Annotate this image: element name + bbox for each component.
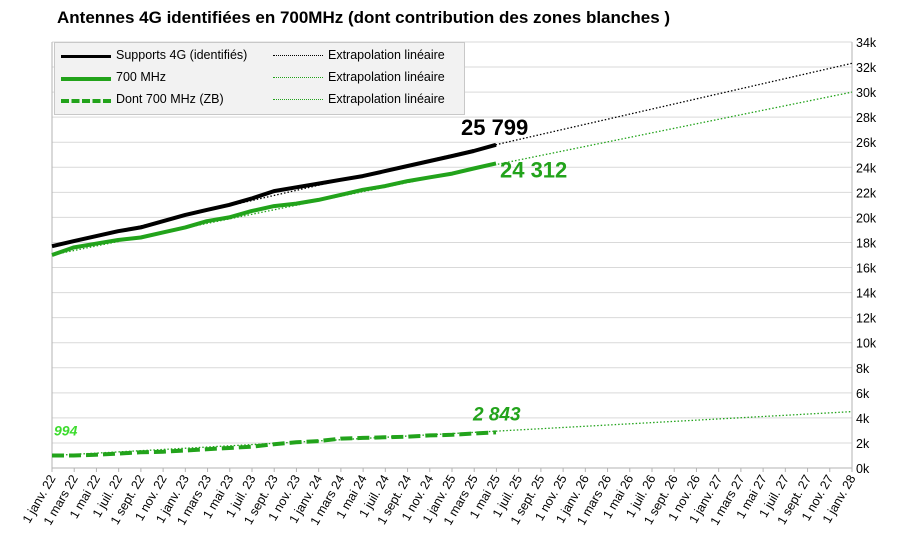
y-tick-label: 4k: [856, 412, 870, 426]
y-tick-label: 24k: [856, 161, 877, 175]
trend-line: [51, 410, 853, 457]
legend-trend-swatch: [273, 99, 323, 100]
y-tick-label: 18k: [856, 236, 877, 250]
legend-trend-label: Extrapolation linéaire: [328, 92, 445, 106]
y-tick-label: 14k: [856, 287, 877, 301]
y-tick-label: 32k: [856, 61, 877, 75]
legend-swatch: [61, 77, 111, 81]
legend-label: 700 MHz: [116, 70, 167, 84]
legend-trend-label: Extrapolation linéaire: [328, 70, 445, 84]
legend-swatch: [61, 99, 111, 103]
y-tick-label: 6k: [856, 387, 870, 401]
chart-title: Antennes 4G identifiées en 700MHz (dont …: [57, 8, 671, 27]
trend-line: [51, 91, 853, 256]
series-line: [51, 161, 497, 257]
legend: Supports 4G (identifiés) Extrapolation l…: [54, 42, 465, 115]
trend-lines: [51, 62, 853, 457]
data-label: 2 843: [472, 404, 521, 425]
data-label: 994: [54, 423, 78, 439]
series-line: [52, 430, 497, 458]
legend-label: Dont 700 MHz (ZB): [116, 92, 224, 106]
y-tick-label: 26k: [856, 136, 877, 150]
y-tick-label: 28k: [856, 111, 877, 125]
legend-row: Dont 700 MHz (ZB) Extrapolation linéaire: [55, 89, 464, 111]
y-tick-label: 22k: [856, 186, 877, 200]
y-tick-label: 10k: [856, 337, 877, 351]
y-tick-label: 12k: [856, 312, 877, 326]
legend-label: Supports 4G (identifiés): [116, 48, 248, 62]
legend-trend-swatch: [273, 55, 323, 56]
y-tick-labels: 0k 2k 4k 6k 8k 10k 12k 14k 16k 18k 20k 22k 24k 26k 28k…: [856, 36, 877, 476]
legend-swatch: [61, 55, 111, 58]
legend-trend-label: Extrapolation linéaire: [328, 48, 445, 62]
y-tick-label: 2k: [856, 437, 870, 451]
x-tick-labels: 1 janv. 221 mars 221 mai 221 juil. 221 s…: [20, 472, 859, 527]
data-labels: 25 799 24 312 2 843 994: [54, 115, 567, 439]
legend-row: 700 MHz Extrapolation linéaire: [55, 67, 464, 89]
y-tick-label: 20k: [856, 211, 877, 225]
series-line: [51, 142, 497, 249]
y-tick-label: 34k: [856, 36, 877, 50]
y-tick-label: 8k: [856, 362, 870, 376]
data-label: 24 312: [500, 157, 567, 182]
legend-trend-swatch: [273, 77, 323, 78]
series-lines: [51, 142, 497, 458]
y-tick-label: 30k: [856, 86, 877, 100]
legend-row: Supports 4G (identifiés) Extrapolation l…: [55, 45, 464, 67]
y-tick-label: 16k: [856, 262, 877, 276]
data-label: 25 799: [461, 115, 528, 140]
y-tick-label: 0k: [856, 462, 870, 476]
